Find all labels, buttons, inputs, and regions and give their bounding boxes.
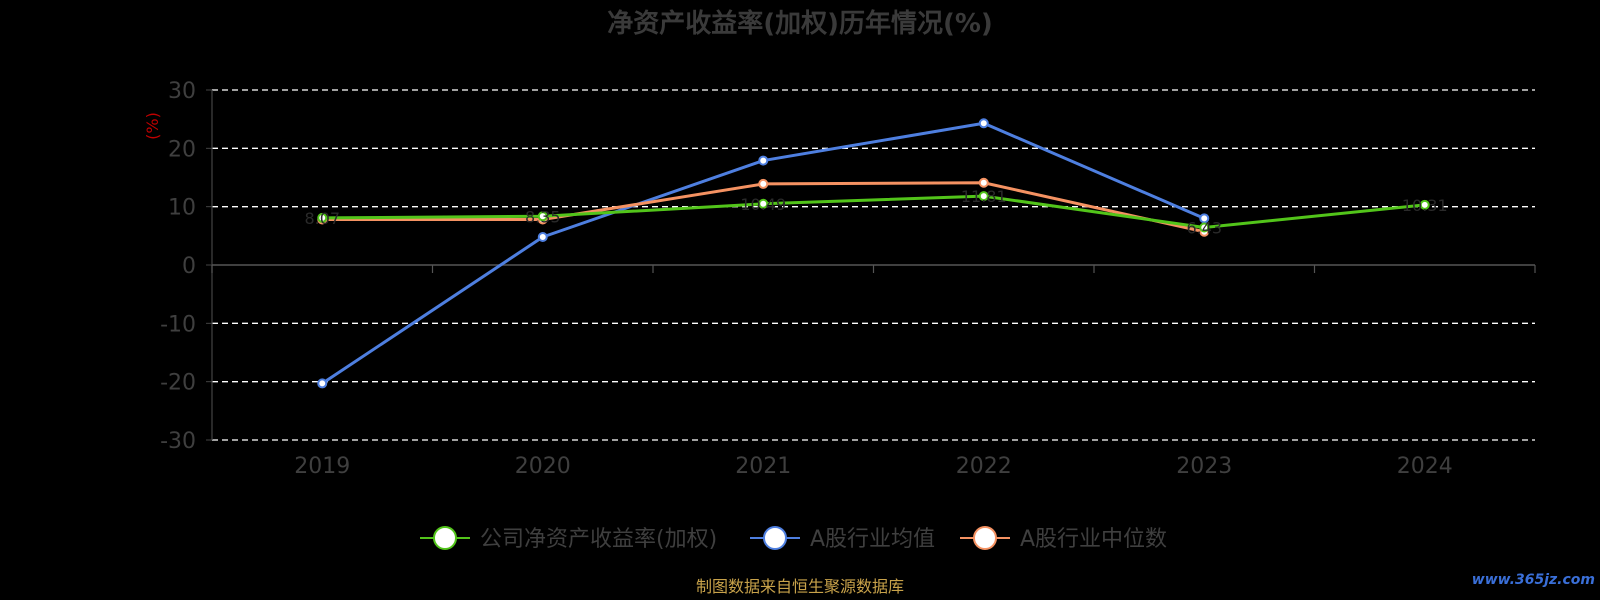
y-tick-label: -10 — [160, 312, 196, 337]
legend-item[interactable]: 公司净资产收益率(加权) — [420, 526, 717, 552]
data-point — [1199, 222, 1210, 233]
data-point — [1419, 199, 1430, 210]
x-axis-ticks: 2019 2020 2021 2022 2023 2024 — [294, 454, 1453, 479]
legend-marker — [763, 526, 787, 550]
data-label: 8.07 — [304, 209, 340, 228]
gridlines — [212, 89, 1535, 441]
x-tick-label: 2023 — [1176, 454, 1232, 479]
data-point — [758, 198, 769, 209]
y-tick-label: -30 — [160, 429, 196, 454]
data-point — [978, 177, 989, 188]
data-point — [537, 211, 548, 222]
legend-label: A股行业中位数 — [1020, 527, 1167, 552]
data-label: 10.49 — [740, 195, 786, 214]
y-axis-unit: (%) — [143, 112, 162, 140]
watermark: www.365jz.com — [1472, 572, 1595, 588]
legend-item[interactable]: A股行业均值 — [750, 526, 935, 552]
series-lines: 8.07 8.35 10.49 11.81 6.43 10.31 — [304, 118, 1448, 389]
data-source-note: 制图数据来自恒生聚源数据库 — [696, 577, 904, 596]
data-point — [317, 212, 328, 223]
y-axis-ticks: 30 20 10 0 -10 -20 -30 — [160, 79, 196, 454]
data-label: 8.35 — [525, 207, 561, 226]
y-tick-label: 10 — [168, 196, 196, 221]
data-point — [978, 191, 989, 202]
data-label: 6.43 — [1186, 218, 1222, 237]
legend-label: 公司净资产收益率(加权) — [480, 527, 717, 552]
y-tick-label: 20 — [168, 137, 196, 162]
x-tick-label: 2024 — [1397, 454, 1453, 479]
legend-marker — [433, 526, 457, 550]
legend-item[interactable]: A股行业中位数 — [960, 526, 1167, 552]
x-tick-label: 2019 — [294, 454, 350, 479]
legend-label: A股行业均值 — [810, 527, 935, 552]
series-1 — [317, 118, 1210, 389]
y-tick-label: 30 — [168, 79, 196, 104]
data-label: 11.81 — [961, 187, 1007, 206]
x-tick-label: 2022 — [956, 454, 1012, 479]
data-label: 10.31 — [1402, 196, 1448, 215]
chart-title: 净资产收益率(加权)历年情况(%) — [607, 8, 993, 39]
legend-marker — [973, 526, 997, 550]
data-point — [758, 155, 769, 166]
axes — [206, 89, 1536, 441]
y-tick-label: -20 — [160, 371, 196, 396]
data-point — [317, 378, 328, 389]
data-point — [978, 118, 989, 129]
data-point — [1199, 213, 1210, 224]
y-tick-label: 0 — [182, 254, 196, 279]
x-tick-label: 2020 — [515, 454, 571, 479]
series-line — [322, 194, 1425, 229]
series-0: 8.07 8.35 10.49 11.81 6.43 10.31 — [304, 187, 1447, 237]
x-tick-label: 2021 — [735, 454, 791, 479]
legend[interactable]: 公司净资产收益率(加权) A股行业均值 A股行业中位数 — [420, 526, 1167, 552]
data-point — [537, 232, 548, 242]
data-point — [758, 178, 769, 189]
